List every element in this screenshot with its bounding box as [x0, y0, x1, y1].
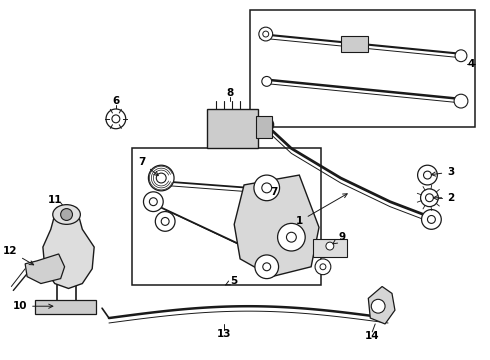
Polygon shape: [234, 175, 319, 276]
Circle shape: [149, 198, 157, 206]
Text: 6: 6: [112, 96, 120, 106]
Circle shape: [61, 208, 73, 220]
Polygon shape: [368, 287, 395, 324]
Text: 1: 1: [295, 194, 347, 226]
Circle shape: [326, 242, 334, 250]
Circle shape: [263, 263, 270, 271]
Polygon shape: [43, 208, 94, 288]
Circle shape: [278, 224, 305, 251]
Bar: [132, 148, 321, 284]
Circle shape: [454, 94, 468, 108]
Circle shape: [320, 264, 326, 270]
Circle shape: [263, 31, 269, 37]
Text: 9: 9: [333, 232, 346, 244]
Circle shape: [161, 217, 169, 225]
Polygon shape: [25, 254, 65, 284]
Bar: [35, 300, 96, 314]
Circle shape: [315, 259, 331, 275]
Circle shape: [156, 173, 166, 183]
Circle shape: [148, 165, 174, 191]
Circle shape: [417, 165, 438, 185]
Circle shape: [106, 109, 126, 129]
Bar: [256, 116, 271, 138]
Circle shape: [455, 50, 467, 62]
Text: 10: 10: [13, 301, 53, 311]
Circle shape: [423, 171, 431, 179]
Text: 14: 14: [365, 331, 380, 341]
Circle shape: [421, 210, 441, 229]
Text: 7: 7: [270, 187, 277, 197]
Circle shape: [287, 232, 296, 242]
Circle shape: [371, 299, 385, 313]
Text: 3: 3: [431, 167, 454, 177]
Circle shape: [255, 255, 279, 279]
Text: 12: 12: [3, 246, 34, 265]
Circle shape: [155, 212, 175, 231]
Ellipse shape: [53, 204, 80, 224]
Text: 5: 5: [225, 276, 238, 285]
Circle shape: [262, 183, 271, 193]
Text: 8: 8: [227, 88, 234, 98]
Bar: [313, 239, 346, 257]
Circle shape: [262, 76, 271, 86]
Text: 11: 11: [48, 195, 62, 205]
Circle shape: [425, 194, 433, 202]
Circle shape: [259, 27, 272, 41]
Text: 4: 4: [467, 59, 474, 69]
Circle shape: [258, 117, 273, 133]
Bar: [250, 10, 475, 127]
Bar: [341, 36, 368, 52]
Bar: [207, 109, 258, 148]
Circle shape: [144, 192, 163, 212]
Circle shape: [427, 216, 435, 224]
Text: 13: 13: [217, 329, 232, 339]
Circle shape: [420, 189, 439, 207]
Circle shape: [112, 115, 120, 123]
Text: 2: 2: [433, 193, 454, 203]
Text: 7: 7: [138, 157, 158, 176]
Circle shape: [254, 175, 280, 201]
